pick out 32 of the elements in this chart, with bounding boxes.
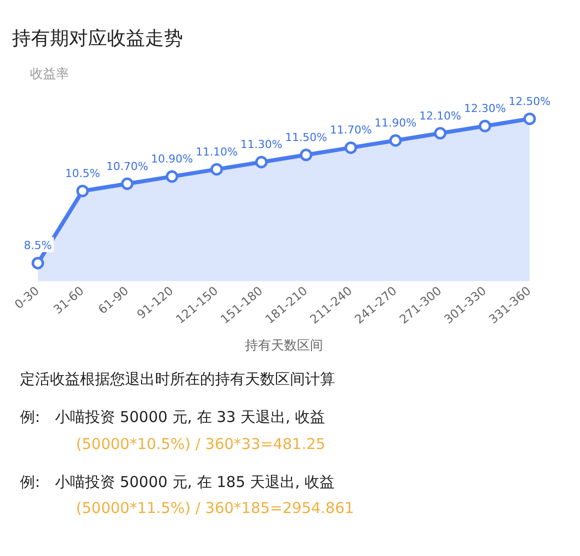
point <box>434 127 446 140</box>
point <box>344 141 358 154</box>
data-label: 10.90% <box>151 152 193 166</box>
annotation: 例: 小喵投资 50000 元, 在 33 天退出, 收益 <box>20 407 326 428</box>
point <box>523 112 536 126</box>
data-label: 12.50% <box>508 94 551 108</box>
chart-title: 持有期对应收益走势 <box>12 27 183 50</box>
point <box>478 120 492 132</box>
data-label: 12.30% <box>464 102 506 116</box>
data-label: 11.70% <box>330 124 372 137</box>
data-label: 11.50% <box>285 130 328 144</box>
y-axis-title: 收益率 <box>30 66 69 82</box>
point <box>300 148 312 162</box>
point <box>166 170 178 183</box>
data-label: 11.30% <box>240 138 282 152</box>
annotation: (50000*11.5%) / 360*185=2954.861 <box>75 498 356 519</box>
point <box>210 163 223 176</box>
point <box>76 184 89 198</box>
point <box>389 134 402 147</box>
data-label: 11.10% <box>196 145 238 158</box>
annotation: 定活收益根据您退出时所在的持有天数区间计算 <box>20 369 336 390</box>
point <box>32 256 44 270</box>
annotation: 例: 小喵投资 50000 元, 在 185 天退出, 收益 <box>20 472 336 493</box>
data-label: 12.10% <box>419 109 462 122</box>
data-label: 8.5% <box>24 239 52 252</box>
data-label: 11.90% <box>374 116 416 130</box>
annotation: (50000*10.5%) / 360*33=481.25 <box>75 434 326 454</box>
point <box>255 156 268 168</box>
point <box>121 178 134 190</box>
x-axis-title: 持有天数区间 <box>244 338 323 354</box>
data-label: 10.5% <box>65 166 100 180</box>
data-label: 10.70% <box>106 160 148 173</box>
